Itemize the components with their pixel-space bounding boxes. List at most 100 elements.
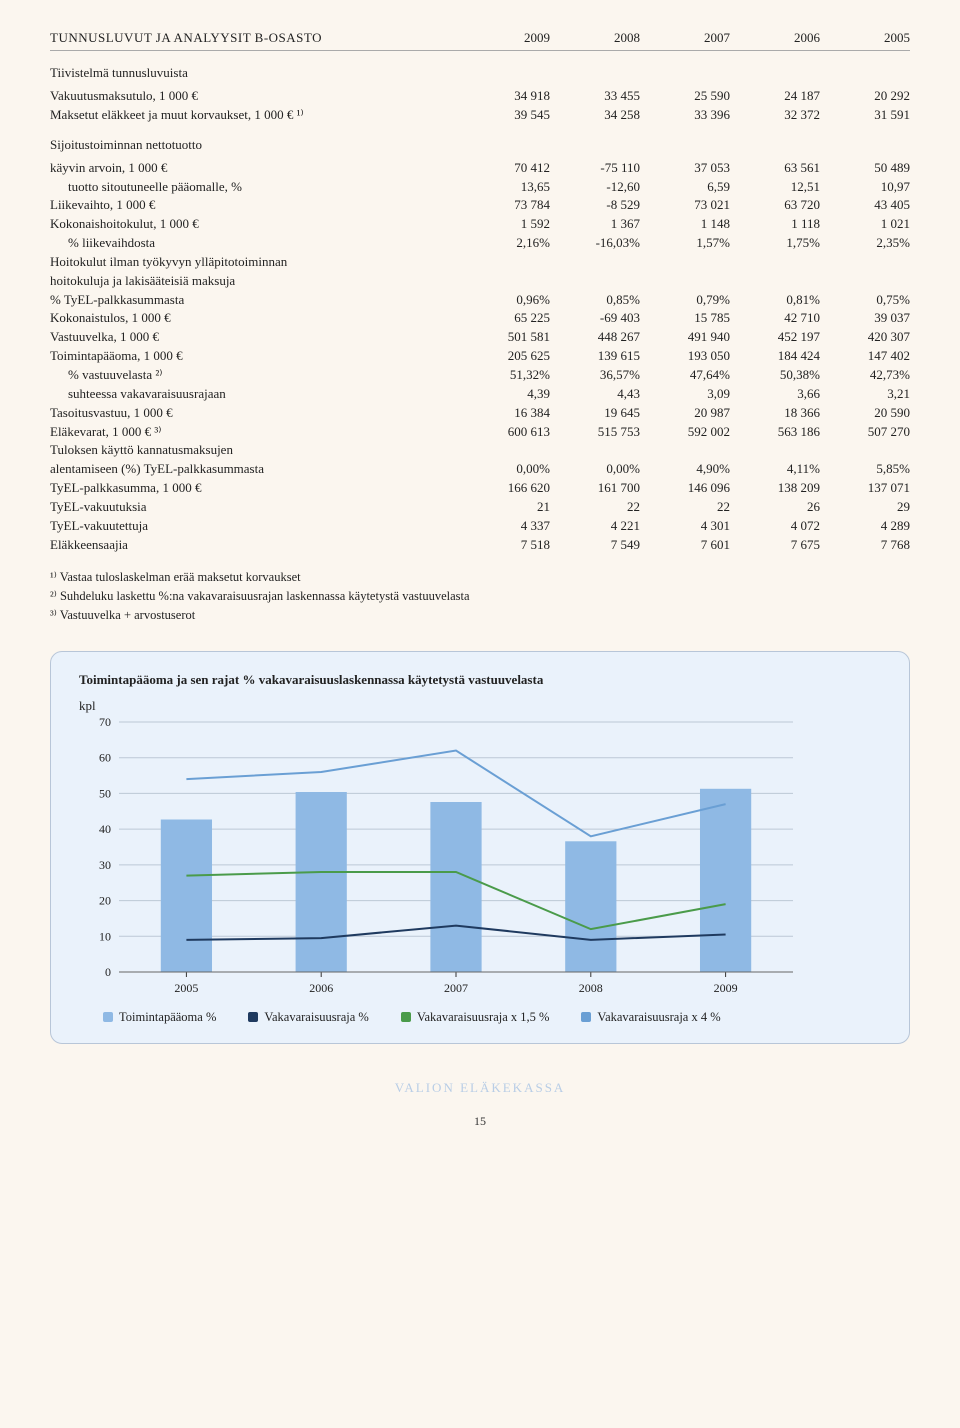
svg-text:0: 0 xyxy=(105,965,111,979)
table-row: Hoitokulut ilman työkyvyn ylläpitotoimin… xyxy=(50,253,910,272)
row-value: 4,43 xyxy=(550,385,640,404)
row-label: Eläkkeensaajia xyxy=(50,536,460,555)
row-value: 0,75% xyxy=(820,291,910,310)
legend-label: Vakavaraisuusraja x 4 % xyxy=(597,1010,720,1025)
row-value xyxy=(820,441,910,460)
table-row: Eläkkeensaajia7 5187 5497 6017 6757 768 xyxy=(50,536,910,555)
row-value: 2,16% xyxy=(460,234,550,253)
row-value xyxy=(820,272,910,291)
table-row: tuotto sitoutuneelle pääomalle, %13,65-1… xyxy=(50,178,910,197)
row-value: 507 270 xyxy=(820,423,910,442)
year-columns: 20092008200720062005 xyxy=(460,30,910,46)
row-value: 36,57% xyxy=(550,366,640,385)
row-label: Vakuutusmaksutulo, 1 000 € xyxy=(50,87,460,106)
summary-table: Vakuutusmaksutulo, 1 000 €34 91833 45525… xyxy=(50,87,910,125)
row-label: alentamiseen (%) TyEL-palkkasummasta xyxy=(50,460,460,479)
row-value: 24 187 xyxy=(730,87,820,106)
row-value: 26 xyxy=(730,498,820,517)
svg-text:2008: 2008 xyxy=(579,981,603,995)
svg-text:50: 50 xyxy=(99,786,111,800)
table-header: TUNNUSLUVUT JA ANALYYSIT B-OSASTO 200920… xyxy=(50,30,910,51)
row-label: tuotto sitoutuneelle pääomalle, % xyxy=(50,178,460,197)
row-label: suhteessa vakavaraisuusrajaan xyxy=(50,385,460,404)
row-value: 600 613 xyxy=(460,423,550,442)
legend-item: Vakavaraisuusraja % xyxy=(248,1010,368,1025)
row-value: 146 096 xyxy=(640,479,730,498)
table-row: Tasoitusvastuu, 1 000 €16 38419 64520 98… xyxy=(50,404,910,423)
row-value: 42 710 xyxy=(730,309,820,328)
row-value: 10,97 xyxy=(820,178,910,197)
row-label: Hoitokulut ilman työkyvyn ylläpitotoimin… xyxy=(50,253,460,272)
row-label: Tasoitusvastuu, 1 000 € xyxy=(50,404,460,423)
svg-text:2006: 2006 xyxy=(309,981,333,995)
row-label: hoitokuluja ja lakisääteisiä maksuja xyxy=(50,272,460,291)
row-value: 7 675 xyxy=(730,536,820,555)
row-value: 19 645 xyxy=(550,404,640,423)
row-value: 63 720 xyxy=(730,196,820,215)
table-row: % liikevaihdosta2,16%-16,03%1,57%1,75%2,… xyxy=(50,234,910,253)
svg-text:2007: 2007 xyxy=(444,981,468,995)
row-value: 4 289 xyxy=(820,517,910,536)
row-value: 139 615 xyxy=(550,347,640,366)
row-value: 70 412 xyxy=(460,159,550,178)
row-value xyxy=(640,253,730,272)
row-value: 420 307 xyxy=(820,328,910,347)
row-value: 22 xyxy=(550,498,640,517)
row-value: -69 403 xyxy=(550,309,640,328)
section-heading-summary: Tiivistelmä tunnusluvuista xyxy=(50,65,910,81)
svg-text:30: 30 xyxy=(99,858,111,872)
row-label: % liikevaihdosta xyxy=(50,234,460,253)
row-value: 147 402 xyxy=(820,347,910,366)
row-label: Maksetut eläkkeet ja muut korvaukset, 1 … xyxy=(50,106,460,125)
row-label: käyvin arvoin, 1 000 € xyxy=(50,159,460,178)
svg-text:40: 40 xyxy=(99,822,111,836)
row-value: 21 xyxy=(460,498,550,517)
table-row: Tuloksen käyttö kannatusmaksujen xyxy=(50,441,910,460)
row-value: 2,35% xyxy=(820,234,910,253)
row-value: 15 785 xyxy=(640,309,730,328)
year-header: 2007 xyxy=(640,30,730,46)
row-value: -8 529 xyxy=(550,196,640,215)
row-value: 515 753 xyxy=(550,423,640,442)
section-heading-investment: Sijoitustoiminnan nettotuotto xyxy=(50,137,910,153)
row-value: 25 590 xyxy=(640,87,730,106)
row-value: 33 455 xyxy=(550,87,640,106)
row-value xyxy=(550,272,640,291)
row-value xyxy=(550,253,640,272)
svg-text:2009: 2009 xyxy=(714,981,738,995)
row-value xyxy=(820,253,910,272)
row-value: 39 037 xyxy=(820,309,910,328)
row-value: 73 021 xyxy=(640,196,730,215)
row-value: 193 050 xyxy=(640,347,730,366)
row-value: 161 700 xyxy=(550,479,640,498)
row-value xyxy=(730,253,820,272)
table-row: Vastuuvelka, 1 000 €501 581448 267491 94… xyxy=(50,328,910,347)
row-label: TyEL-vakuutettuja xyxy=(50,517,460,536)
row-value: 29 xyxy=(820,498,910,517)
row-value: 0,79% xyxy=(640,291,730,310)
footnote: ³⁾ Vastuuvelka + arvostuserot xyxy=(50,606,910,625)
row-value: 1 367 xyxy=(550,215,640,234)
row-value: 592 002 xyxy=(640,423,730,442)
row-value: 4 301 xyxy=(640,517,730,536)
row-value: 3,09 xyxy=(640,385,730,404)
row-value: 73 784 xyxy=(460,196,550,215)
table-row: Eläkevarat, 1 000 € ³⁾600 613515 753592 … xyxy=(50,423,910,442)
chart-ylabel: kpl xyxy=(79,698,881,714)
row-value: 0,00% xyxy=(550,460,640,479)
row-value: 34 258 xyxy=(550,106,640,125)
row-value: 3,21 xyxy=(820,385,910,404)
row-value: 563 186 xyxy=(730,423,820,442)
row-value: 32 372 xyxy=(730,106,820,125)
row-value: 138 209 xyxy=(730,479,820,498)
row-label: Eläkevarat, 1 000 € ³⁾ xyxy=(50,423,460,442)
investment-table: käyvin arvoin, 1 000 €70 412-75 11037 05… xyxy=(50,159,910,555)
row-value: 63 561 xyxy=(730,159,820,178)
row-value: 166 620 xyxy=(460,479,550,498)
row-value: 39 545 xyxy=(460,106,550,125)
row-value: 31 591 xyxy=(820,106,910,125)
row-value xyxy=(640,272,730,291)
row-value xyxy=(460,441,550,460)
row-value: 34 918 xyxy=(460,87,550,106)
row-value: 20 292 xyxy=(820,87,910,106)
